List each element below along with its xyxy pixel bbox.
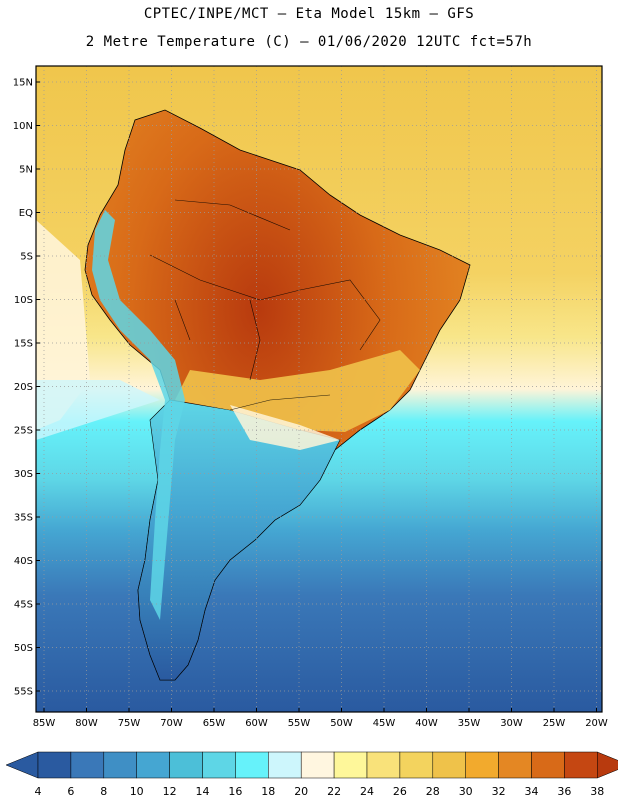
plot-frame bbox=[35, 65, 603, 713]
colorbar-swatch bbox=[564, 751, 598, 779]
colorbar-label: 8 bbox=[100, 785, 107, 798]
lon-tick-label: 80W bbox=[75, 718, 98, 729]
colorbar-swatch bbox=[235, 751, 269, 779]
lat-tick-label: 30S bbox=[14, 469, 33, 480]
colorbar-arrow-high bbox=[597, 751, 618, 779]
lon-tick-label: 20W bbox=[585, 718, 608, 729]
colorbar-arrow-low bbox=[5, 751, 39, 779]
colorbar-swatch bbox=[136, 751, 170, 779]
colorbar-label: 4 bbox=[35, 785, 42, 798]
colorbar-label: 24 bbox=[360, 785, 374, 798]
colorbar-swatch bbox=[300, 751, 335, 779]
colorbar-label: 34 bbox=[525, 785, 539, 798]
colorbar-label: 10 bbox=[130, 785, 144, 798]
colorbar-swatch bbox=[37, 751, 72, 779]
lat-tick-label: 25S bbox=[14, 426, 33, 437]
colorbar-label: 32 bbox=[492, 785, 506, 798]
colorbar-swatch bbox=[498, 751, 532, 779]
lon-tick-label: 50W bbox=[330, 718, 353, 729]
colorbar-swatch bbox=[465, 751, 499, 779]
lat-tick-label: 55S bbox=[14, 687, 33, 698]
lon-tick-label: 60W bbox=[245, 718, 268, 729]
lat-tick-label: 45S bbox=[14, 600, 33, 611]
lon-tick-label: 75W bbox=[118, 718, 141, 729]
lat-tick-label: 5N bbox=[19, 165, 33, 176]
colorbar-label: 30 bbox=[459, 785, 473, 798]
colorbar-label: 12 bbox=[163, 785, 177, 798]
colorbar-label: 18 bbox=[261, 785, 275, 798]
plot-area bbox=[36, 66, 602, 712]
longitude-axis: 85W 80W 75W 70W 65W 60W 55W 50W 45W 40W 35W 30W 25W 2… bbox=[33, 708, 608, 729]
lat-tick-label: 10N bbox=[13, 121, 33, 132]
lat-tick-label: 20S bbox=[14, 382, 33, 393]
colorbar-label: 28 bbox=[426, 785, 440, 798]
colorbar-swatch bbox=[268, 751, 302, 779]
lon-tick-label: 45W bbox=[373, 718, 396, 729]
colorbar-label: 26 bbox=[393, 785, 407, 798]
colorbar: 4 6 8 10 12 14 16 18 20 22 24 26 28 30 32 34 36 38 bbox=[5, 751, 618, 798]
colorbar-label: 20 bbox=[294, 785, 308, 798]
lat-tick-label: 35S bbox=[14, 513, 33, 524]
lat-tick-label: 15S bbox=[14, 339, 33, 350]
colorbar-swatch bbox=[202, 751, 236, 779]
lon-tick-label: 55W bbox=[288, 718, 311, 729]
lon-tick-label: 25W bbox=[543, 718, 566, 729]
lon-tick-label: 85W bbox=[33, 718, 56, 729]
lat-tick-label: EQ bbox=[19, 208, 33, 219]
title-line-2: 2 Metre Temperature (C) – 01/06/2020 12U… bbox=[85, 34, 533, 50]
lat-tick-label: 40S bbox=[14, 556, 33, 567]
lon-tick-label: 70W bbox=[160, 718, 183, 729]
colorbar-label: 6 bbox=[67, 785, 74, 798]
lat-tick-label: 15N bbox=[13, 78, 33, 89]
latitude-axis: 15N 10N 5N EQ 5S 10S 15S 20S 25S 30S 35S 40S 45S 50S 5… bbox=[13, 78, 40, 698]
lat-tick-label: 10S bbox=[14, 295, 33, 306]
lat-tick-label: 5S bbox=[20, 252, 33, 263]
colorbar-swatch bbox=[366, 751, 401, 779]
colorbar-swatch bbox=[103, 751, 137, 779]
colorbar-swatch bbox=[432, 751, 466, 779]
colorbar-label: 16 bbox=[228, 785, 242, 798]
colorbar-label: 38 bbox=[590, 785, 604, 798]
colorbar-label: 22 bbox=[327, 785, 341, 798]
colorbar-swatch bbox=[333, 751, 368, 779]
title-line-1: CPTEC/INPE/MCT – Eta Model 15km – GFS bbox=[143, 6, 475, 22]
lon-tick-label: 30W bbox=[500, 718, 523, 729]
colorbar-swatch bbox=[169, 751, 203, 779]
colorbar-swatch bbox=[399, 751, 434, 779]
colorbar-label: 14 bbox=[196, 785, 210, 798]
lon-tick-label: 65W bbox=[203, 718, 226, 729]
colorbar-swatch bbox=[70, 751, 105, 779]
lat-tick-label: 50S bbox=[14, 643, 33, 654]
lon-tick-label: 35W bbox=[458, 718, 481, 729]
colorbar-swatch bbox=[531, 751, 565, 779]
colorbar-label: 36 bbox=[557, 785, 571, 798]
lon-tick-label: 40W bbox=[415, 718, 438, 729]
